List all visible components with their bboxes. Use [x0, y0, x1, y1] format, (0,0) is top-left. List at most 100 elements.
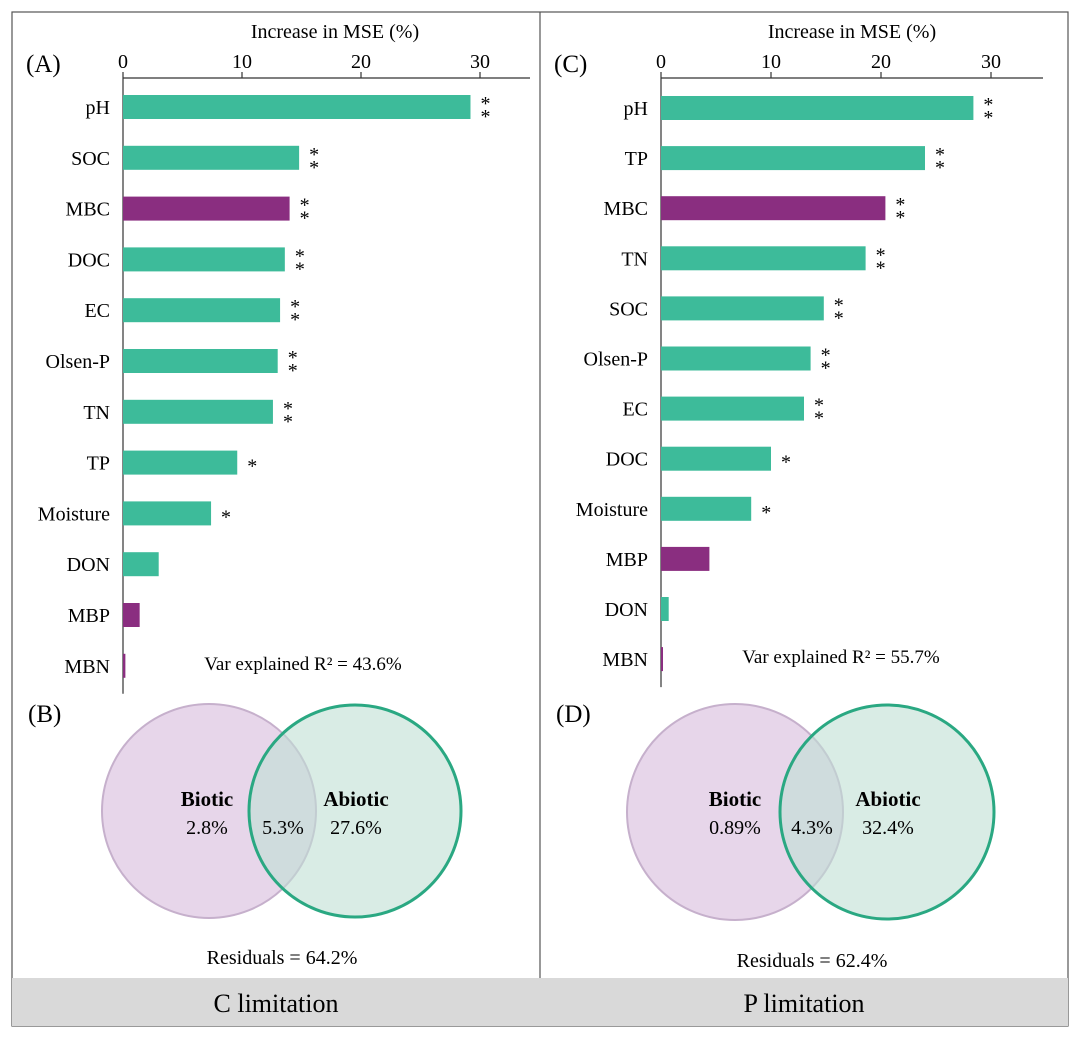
bar	[661, 296, 824, 321]
significance-marker: *	[283, 411, 293, 433]
significance-marker: *	[983, 94, 993, 116]
venn-residuals: Residuals = 62.4%	[737, 950, 888, 972]
bar	[123, 653, 126, 678]
bar	[661, 647, 663, 672]
x-tick-label: 10	[761, 51, 781, 73]
bar	[123, 450, 238, 475]
category-label: MBN	[64, 656, 110, 678]
x-tick-label: 20	[351, 51, 371, 73]
venn-shared-value: 5.3%	[262, 817, 304, 839]
venn-panel-d: (D) Biotic 0.89% 4.3% Abiotic 32.4% Resi…	[556, 701, 996, 972]
venn-circle-abiotic	[247, 703, 463, 919]
category-label: Moisture	[576, 499, 648, 521]
bar	[123, 603, 140, 627]
significance-marker: *	[834, 294, 844, 316]
venn-abiotic-label: Abiotic	[323, 787, 388, 811]
category-label: Moisture	[38, 503, 110, 525]
venn-residuals: Residuals = 64.2%	[207, 947, 358, 969]
significance-marker: *	[309, 144, 319, 166]
significance-marker: *	[781, 452, 791, 474]
panel-label-b: (B)	[28, 701, 61, 728]
category-label: pH	[624, 98, 648, 120]
significance-marker: *	[761, 502, 771, 524]
venn-circle-abiotic	[778, 703, 996, 921]
bar	[123, 95, 471, 119]
venn-biotic-value: 2.8%	[186, 817, 228, 839]
venn-abiotic-value: 32.4%	[862, 817, 914, 839]
significance-marker: *	[288, 360, 298, 382]
x-axis-title: Increase in MSE (%)	[768, 21, 936, 43]
category-label: MBN	[602, 649, 648, 671]
category-label: MBC	[66, 199, 110, 221]
category-label: TN	[83, 402, 110, 424]
significance-marker: *	[295, 258, 305, 280]
footer-band-left	[12, 978, 540, 1026]
significance-marker: *	[814, 395, 824, 417]
bar	[123, 145, 300, 170]
significance-marker: *	[283, 398, 293, 420]
bar	[661, 196, 886, 221]
significance-marker: *	[935, 144, 945, 166]
significance-marker: *	[290, 296, 300, 318]
category-label: SOC	[71, 148, 110, 170]
bar	[661, 96, 974, 120]
panel-label: (C)	[554, 51, 587, 78]
category-label: MBP	[68, 605, 110, 627]
x-tick-label: 10	[232, 51, 252, 73]
significance-marker: *	[821, 358, 831, 380]
significance-marker: *	[834, 307, 844, 329]
bar	[661, 446, 771, 471]
significance-marker: *	[221, 506, 231, 528]
x-tick-label: 20	[871, 51, 891, 73]
significance-marker: *	[895, 207, 905, 229]
venn-biotic-label: Biotic	[709, 787, 762, 811]
category-label: DOC	[606, 449, 648, 471]
bar	[123, 196, 290, 221]
panel-label-d: (D)	[556, 701, 591, 728]
bar	[661, 396, 804, 421]
category-label: TP	[625, 148, 648, 170]
category-label: SOC	[609, 298, 648, 320]
bar	[661, 496, 752, 521]
venn-biotic-value: 0.89%	[709, 817, 761, 839]
bar	[661, 246, 866, 271]
x-tick-label: 0	[118, 51, 128, 73]
venn-panel-b: (B) Biotic 2.8% 5.3% Abiotic 27.6% Resid…	[28, 701, 463, 969]
category-label: pH	[86, 97, 110, 119]
significance-marker: *	[247, 456, 257, 478]
footer-band-right	[540, 978, 1068, 1026]
venn-biotic-label: Biotic	[181, 787, 234, 811]
bar	[123, 349, 278, 373]
significance-marker: *	[290, 309, 300, 331]
footer-label-left: C limitation	[214, 989, 339, 1018]
category-label: TN	[621, 248, 648, 270]
x-tick-label: 30	[981, 51, 1001, 73]
bar	[123, 399, 273, 424]
bar	[661, 546, 710, 571]
category-label: Olsen-P	[584, 349, 648, 371]
venn-shared-value: 4.3%	[791, 817, 833, 839]
significance-marker: *	[821, 345, 831, 367]
significance-marker: *	[814, 408, 824, 430]
significance-marker: *	[480, 93, 490, 115]
bar	[123, 247, 285, 272]
significance-marker: *	[300, 208, 310, 230]
footer-label-right: P limitation	[743, 989, 864, 1018]
x-axis-title: Increase in MSE (%)	[251, 21, 419, 43]
significance-marker: *	[876, 244, 886, 266]
significance-marker: *	[876, 257, 886, 279]
bar	[661, 146, 925, 171]
bar	[123, 298, 281, 323]
category-label: TP	[87, 453, 110, 475]
category-label: EC	[84, 300, 110, 322]
significance-marker: *	[935, 157, 945, 179]
variance-explained: Var explained R² = 43.6%	[204, 654, 402, 675]
x-tick-label: 30	[470, 51, 490, 73]
significance-marker: *	[480, 106, 490, 128]
category-label: DON	[605, 599, 648, 621]
venn-abiotic-value: 27.6%	[330, 817, 382, 839]
category-label: DON	[67, 554, 110, 576]
